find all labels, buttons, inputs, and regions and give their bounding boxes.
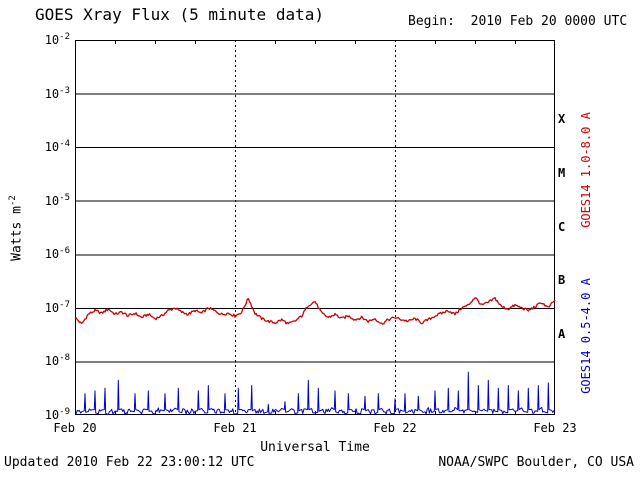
x-axis-label: Universal Time (260, 440, 370, 455)
page-title: GOES Xray Flux (5 minute data) (35, 5, 324, 24)
updated-text: Updated 2010 Feb 22 23:00:12 UTC (4, 455, 255, 470)
y-tick-label: 10-4 (44, 139, 70, 155)
flare-class-label: X (558, 112, 566, 127)
flare-class-label: B (558, 273, 566, 288)
series-label-long: GOES14 1.0-8.0 A (579, 112, 593, 228)
x-tick-label: Feb 21 (213, 421, 257, 435)
y-tick-label: 10-6 (44, 246, 70, 262)
plot-frame (75, 40, 555, 415)
series-line-short (74, 371, 556, 415)
flare-class-label: A (558, 326, 566, 341)
begin-label: Begin: 2010 Feb 20 0000 UTC (408, 14, 628, 29)
x-tick-label: Feb 23 (533, 421, 577, 435)
y-tick-label: 10-8 (44, 353, 70, 369)
flare-class-label: C (558, 219, 566, 234)
series-label-short: GOES14 0.5-4.0 A (579, 278, 593, 394)
credit-text: NOAA/SWPC Boulder, CO USA (438, 455, 634, 470)
x-tick-label: Feb 20 (53, 421, 97, 435)
y-axis-label-base: Watts m (9, 206, 25, 261)
y-axis-label: Watts m-2 (8, 168, 24, 288)
y-tick-label: 10-2 (44, 32, 70, 47)
y-tick-label: 10-9 (44, 407, 70, 422)
x-tick-label: Feb 22 (373, 421, 417, 435)
y-tick-label: 10-5 (44, 192, 70, 208)
y-axis-label-exponent: -2 (8, 195, 18, 207)
y-tick-label: 10-7 (44, 299, 70, 315)
y-tick-label: 10-3 (44, 85, 70, 101)
flare-class-label: M (558, 165, 566, 180)
series-line-long (74, 296, 556, 325)
